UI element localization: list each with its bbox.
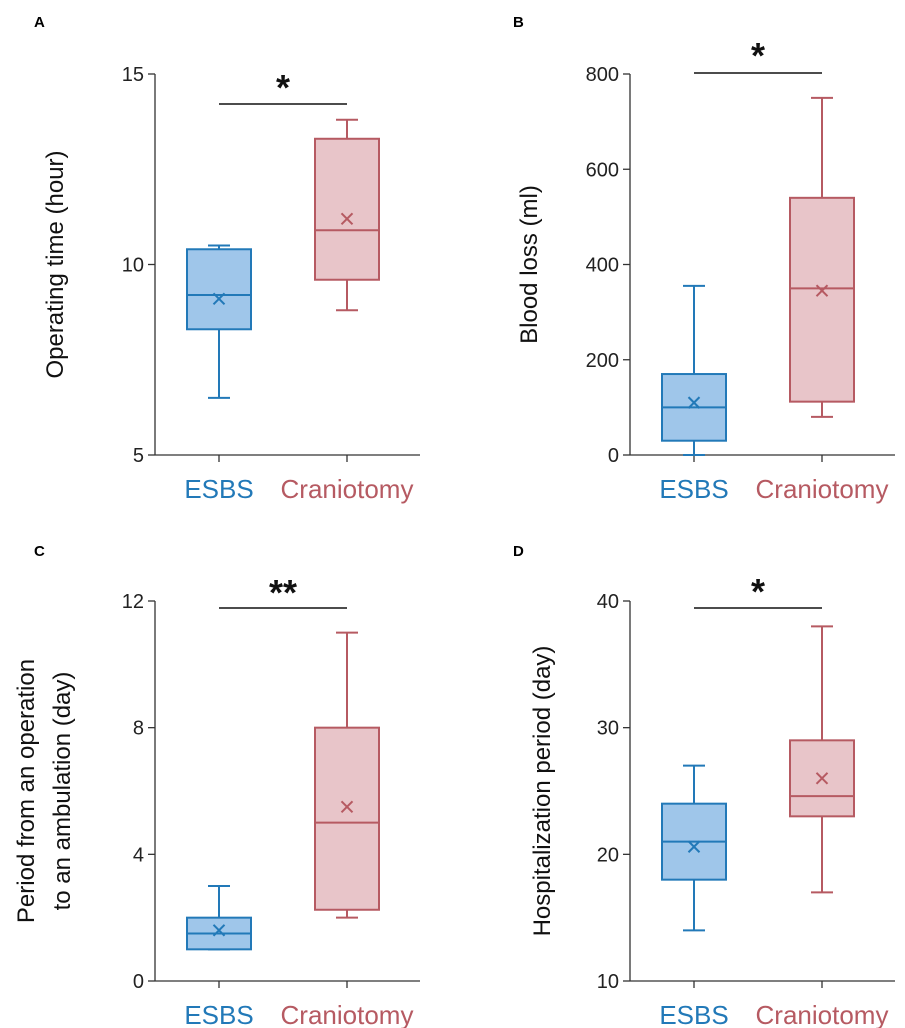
box-craniotomy: [314, 118, 380, 312]
y-axis-title-line: Hospitalization period (day): [529, 646, 556, 937]
mean-marker: [815, 284, 829, 297]
y-tick-label: 15: [122, 64, 144, 86]
box-esbs: [186, 885, 252, 951]
panel-letter: C: [34, 543, 45, 560]
category-label-craniotomy: Craniotomy: [281, 474, 414, 504]
box-esbs: [661, 764, 727, 932]
y-tick-label: 0: [608, 445, 619, 467]
box-craniotomy: [789, 96, 855, 418]
mean-marker: [687, 840, 701, 853]
box-craniotomy: [789, 625, 855, 894]
y-tick-label: 4: [133, 844, 144, 866]
y-axis-title-line: Period from an operation: [13, 659, 40, 923]
y-axis-title-line: Operating time (hour): [42, 150, 69, 378]
significance-marker: *: [751, 35, 765, 76]
box-esbs: [186, 244, 252, 399]
iqr-box: [314, 137, 380, 281]
panel-letter: D: [513, 543, 524, 560]
y-tick-label: 10: [122, 255, 144, 277]
y-tick-label: 200: [586, 350, 619, 372]
mean-marker: [815, 772, 829, 785]
significance-marker: *: [276, 67, 290, 108]
y-axis-title: Blood loss (ml): [516, 185, 543, 344]
iqr-box: [789, 196, 855, 403]
y-tick-label: 600: [586, 159, 619, 181]
significance-marker: **: [269, 572, 297, 613]
y-tick-label: 800: [586, 64, 619, 86]
panel-letter: B: [513, 14, 524, 31]
mean-marker: [340, 800, 354, 814]
category-label-craniotomy: Craniotomy: [756, 474, 889, 504]
y-axis-title: Operating time (hour): [42, 150, 69, 378]
panel-letter: A: [34, 14, 45, 31]
y-tick-label: 20: [597, 844, 619, 866]
y-tick-label: 8: [133, 718, 144, 740]
y-axis-title: Hospitalization period (day): [529, 646, 556, 937]
mean-marker: [212, 292, 226, 305]
category-label-esbs: ESBS: [659, 1000, 728, 1028]
y-tick-label: 5: [133, 445, 144, 467]
category-label-craniotomy: Craniotomy: [756, 1000, 889, 1028]
y-axis-title: Period from an operation to an ambulation…: [13, 659, 76, 923]
y-tick-label: 40: [597, 591, 619, 613]
mean-marker: [212, 924, 226, 937]
significance-marker: *: [751, 571, 765, 612]
y-tick-label: 12: [122, 591, 144, 613]
category-label-esbs: ESBS: [659, 474, 728, 504]
panel-a: A 5 10 15 Operating time (hour) ESBS Craniotom…: [34, 14, 420, 504]
iqr-box: [186, 248, 252, 331]
y-tick-label: 10: [597, 971, 619, 993]
mean-marker: [687, 396, 701, 409]
box-craniotomy: [314, 631, 380, 919]
y-axis-title-line: to an ambulation (day): [49, 672, 76, 911]
category-label-esbs: ESBS: [184, 474, 253, 504]
y-axis-title-line: Blood loss (ml): [516, 185, 543, 344]
panel-c: C 0 4 8 12 Period from an operation to an ambu…: [13, 543, 420, 1028]
mean-marker: [340, 212, 354, 225]
panel-b: B 0 200 400 600 800 Blood loss (ml) ESBS Craniot…: [513, 14, 895, 504]
category-label-craniotomy: Craniotomy: [281, 1000, 414, 1028]
box-esbs: [661, 284, 727, 456]
y-tick-label: 30: [597, 718, 619, 740]
panel-d: D 10 20 30 40 Hospitalization period (day) ESB…: [513, 543, 895, 1028]
iqr-box: [314, 726, 380, 911]
y-tick-label: 400: [586, 255, 619, 277]
y-tick-label: 0: [133, 971, 144, 993]
category-label-esbs: ESBS: [184, 1000, 253, 1028]
